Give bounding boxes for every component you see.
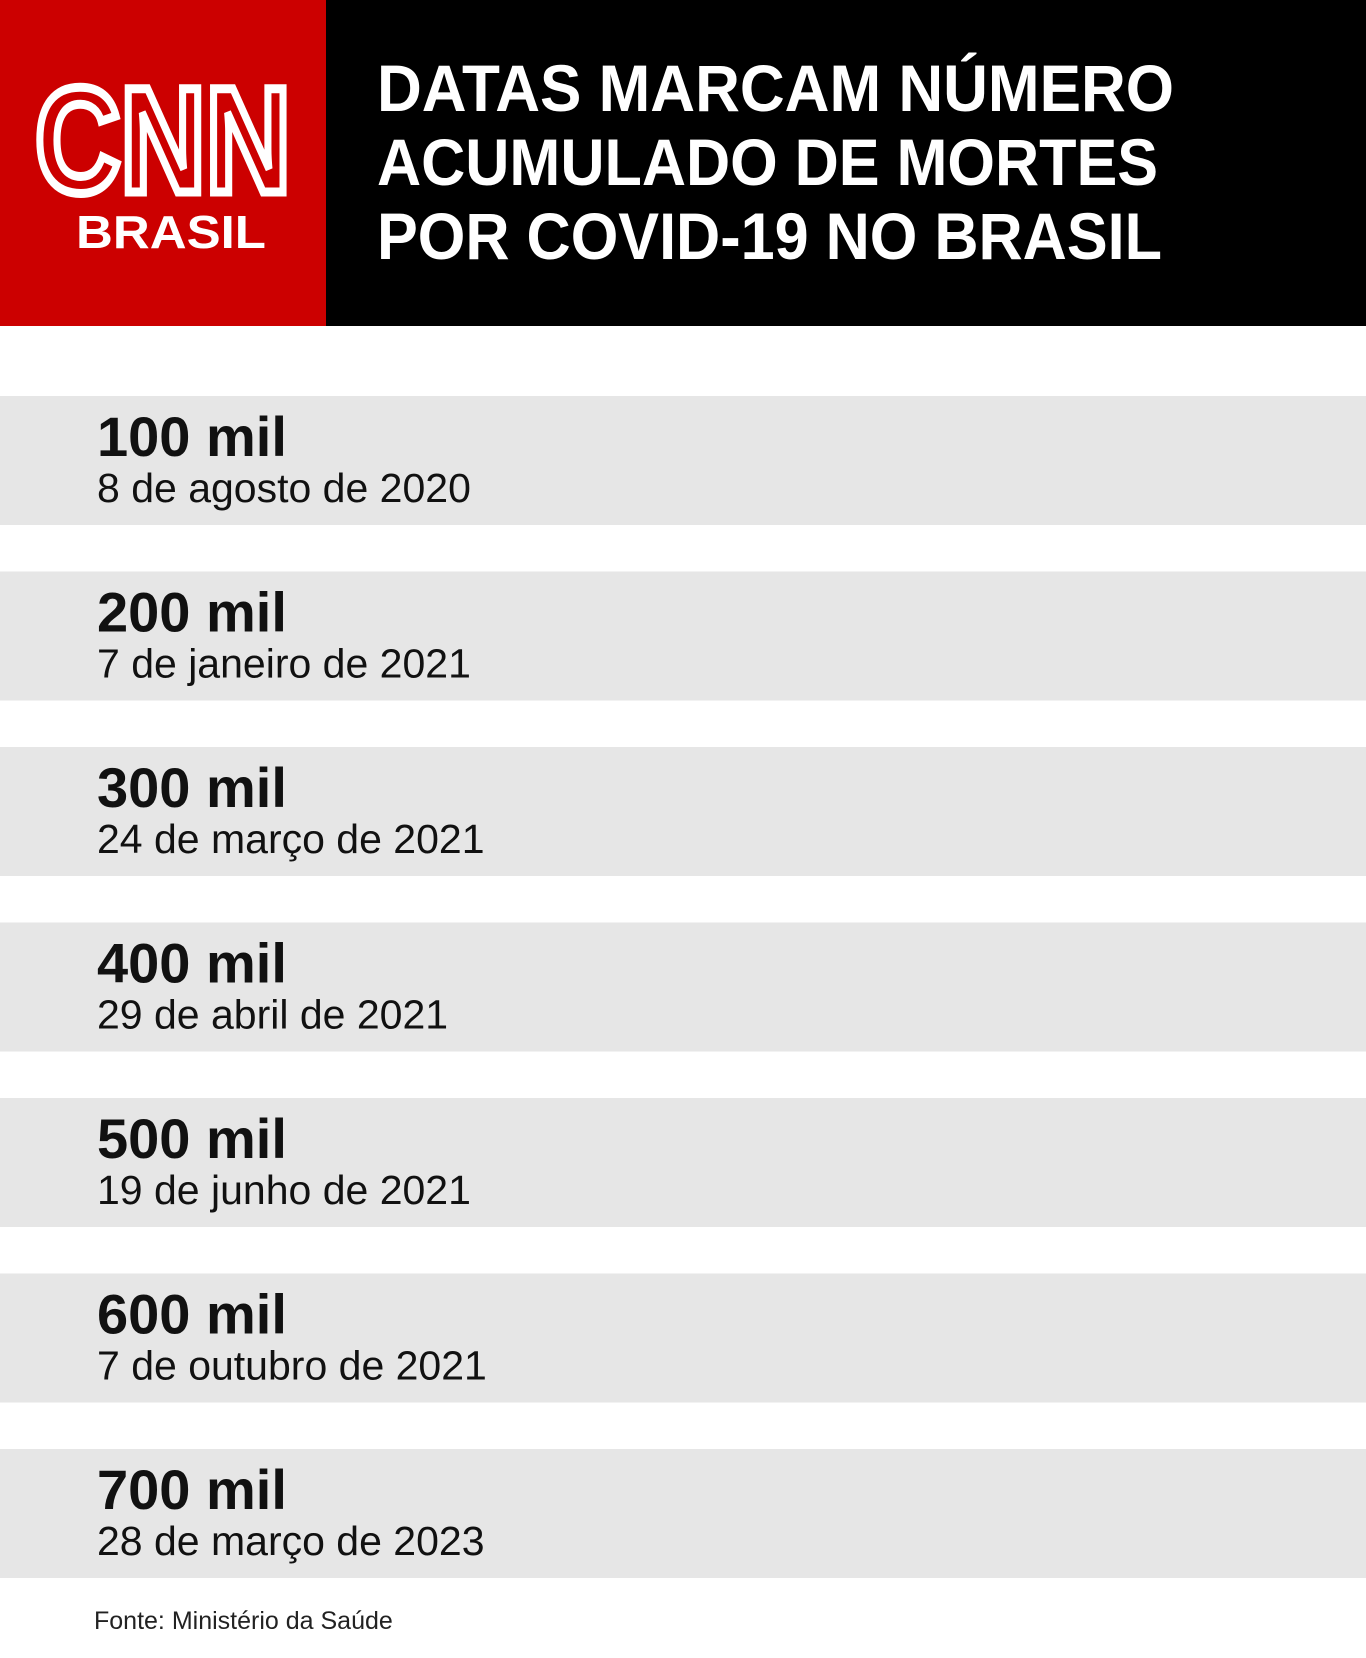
row-band [0, 571, 1366, 701]
row-date: 19 de junho de 2021 [97, 1167, 471, 1213]
title-line: ACUMULADO DE MORTES [377, 125, 1158, 199]
row-band [0, 1098, 1366, 1227]
row-value: 300 mil [97, 756, 287, 819]
row-date: 28 de março de 2023 [97, 1518, 485, 1564]
title-line: DATAS MARCAM NÚMERO [377, 51, 1174, 125]
title-line: POR COVID-19 NO BRASIL [377, 199, 1162, 273]
row-date: 24 de março de 2021 [97, 816, 485, 862]
logo-name: CNN [35, 56, 291, 224]
row-value: 700 mil [97, 1458, 287, 1521]
source: Fonte: Ministério da Saúde [94, 1607, 393, 1635]
row-date: 7 de janeiro de 2021 [97, 641, 471, 687]
logo-box [0, 0, 326, 326]
row-band [0, 1273, 1366, 1403]
row-value: 500 mil [97, 1107, 287, 1170]
row-value: 400 mil [97, 932, 287, 995]
row-value: 600 mil [97, 1283, 287, 1346]
row-value: 100 mil [97, 405, 287, 468]
row-value: 200 mil [97, 581, 287, 644]
row-band [0, 747, 1366, 876]
row-band [0, 396, 1366, 525]
row-band [0, 1449, 1366, 1578]
row-date: 29 de abril de 2021 [97, 992, 448, 1038]
logo-sub: BRASIL [76, 206, 266, 258]
row-band [0, 922, 1366, 1052]
row-date: 7 de outubro de 2021 [97, 1343, 487, 1389]
row-date: 8 de agosto de 2020 [97, 465, 471, 511]
